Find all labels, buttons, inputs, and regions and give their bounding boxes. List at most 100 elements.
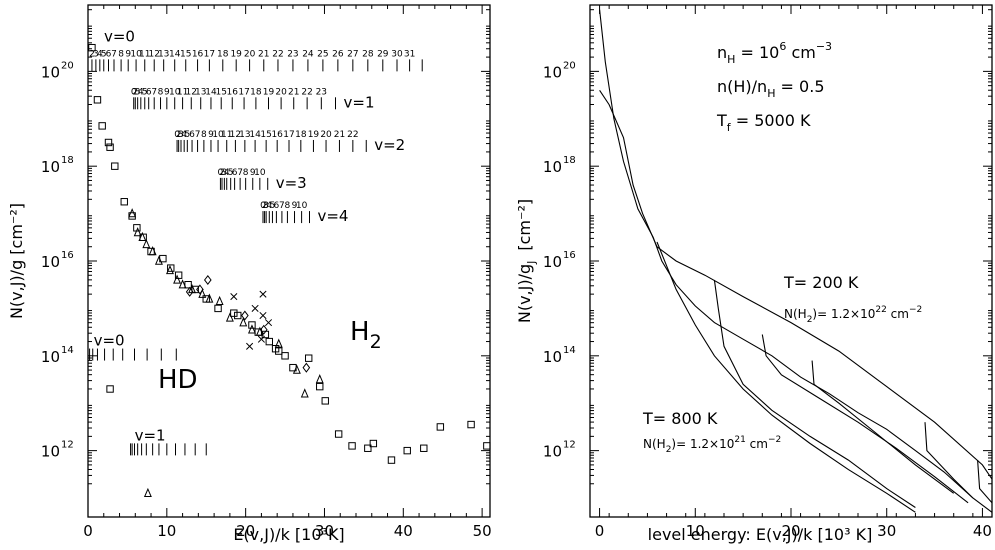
level-ladder-label: v=1 [135,426,166,444]
square-marker [88,43,96,52]
level-number: 7 [237,168,243,178]
diamond-marker [241,310,249,321]
right-x-tick-label: 30 [877,522,896,540]
right-y-tick-base: 10 [543,348,562,366]
level-number: 5 [142,87,148,97]
right-y-tick-base: 10 [543,253,562,271]
nh2-800-c: cm [746,437,768,451]
square-marker [436,423,445,431]
nh-b-sup: 6 [779,40,786,53]
square-marker [167,264,175,272]
square-marker [420,444,428,452]
level-number: 12 [148,49,159,59]
level-number: 18 [217,49,229,59]
level-number: 20 [275,87,287,97]
population-curve [924,422,974,499]
level-number: 14 [169,49,181,59]
triangle-marker [138,231,147,241]
level-ladder-label: v=4 [317,207,348,225]
fraction-annotation: n(H)/nH = 0.5 [717,77,825,100]
level-number: 22 [301,87,312,97]
square-marker [106,385,114,393]
level-number: 10 [169,87,181,97]
level-number: 23 [287,49,298,59]
triangle-marker [225,312,234,322]
level-ladder: v=0 [89,332,177,361]
cross-marker [259,311,267,320]
triangle-marker [274,338,283,348]
left-y-tick-label: 10 [41,348,60,366]
t800-annotation: T= 800 K [642,409,718,428]
level-number: 14 [249,130,261,140]
nh2-200-annotation: N(H2)= 1.2×1022 cm−2 [784,305,922,325]
right-y-tick-label: 10 [543,443,562,461]
square-marker [265,337,273,346]
triangle-marker [198,288,207,298]
square-marker [248,321,256,329]
population-curve [599,89,992,480]
level-number: 11 [177,87,188,97]
level-ladder-label: v=2 [374,136,405,154]
frac-b: = 0.5 [775,77,824,96]
nh-a: n [717,43,727,62]
level-number: 9 [208,130,214,140]
right-x-tick-label: 20 [781,522,800,540]
level-number: 7 [151,87,157,97]
nh-a-sub: H [727,53,735,66]
left-y-tick-base: 10 [41,158,60,176]
level-number: 8 [118,49,124,59]
square-marker [230,309,238,317]
left-x-axis-label: E(v,J)/k [10³K] [233,525,344,544]
triangle-marker [154,255,163,265]
level-number: 4 [266,201,272,211]
left-x-tick-label: 20 [236,522,255,540]
diamond-marker [302,362,311,373]
right-x-tick-label: 0 [595,522,605,540]
level-number: 3 [93,49,99,59]
level-number: 24 [302,49,314,59]
square-marker [369,439,378,448]
triangle-marker [143,487,152,497]
right-x-tick-label: 40 [973,522,992,540]
left-y-tick-label: 10 [41,443,60,461]
cross-marker [251,304,259,312]
level-number: 4 [224,168,230,178]
level-number: 12 [230,130,241,140]
level-number: 0 [131,87,137,97]
level-number: 20 [244,49,256,59]
level-number: 11 [139,49,150,59]
level-number: 5 [270,201,276,211]
level-number: 13 [195,87,206,97]
left-y-tick-exponent: 12 [61,440,74,451]
right-y-tick-label: 10 [543,348,562,366]
level-number: 19 [308,130,320,140]
level-number: 8 [158,87,164,97]
left-y-tick-base: 10 [41,348,60,366]
level-ladder-label: v=0 [94,332,125,350]
square-marker [104,138,113,147]
diamond-marker [203,274,212,285]
level-number: 5 [101,49,107,59]
right-y-tick-label: 10 [543,63,562,81]
level-number: 18 [295,130,307,140]
nh2-200-c-sup: −2 [909,305,922,315]
right-y-tick-exponent: 14 [563,345,576,356]
nh2-200-a: N(H [784,307,807,321]
level-number: 17 [238,87,249,97]
left-y-tick-base: 10 [41,443,60,461]
level-number: 15 [260,130,271,140]
level-number: 2 [89,49,95,59]
right-x-tick-label: 10 [686,522,705,540]
cross-marker [264,319,273,327]
left-y-tick-exponent: 20 [61,60,74,71]
level-ladder-label: v=1 [344,93,375,111]
square-marker [106,143,114,151]
diamond-marker [259,324,268,335]
level-number: 28 [362,49,374,59]
square-marker [334,430,343,438]
frac-a: n(H)/n [717,77,767,96]
level-number: 27 [347,49,358,59]
